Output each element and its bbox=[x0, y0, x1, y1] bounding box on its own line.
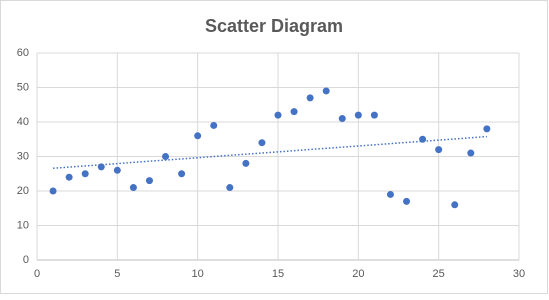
y-tick-label: 60 bbox=[17, 47, 29, 59]
point bbox=[306, 94, 314, 102]
point bbox=[210, 121, 218, 129]
x-tick-label: 5 bbox=[114, 268, 120, 280]
point bbox=[194, 132, 202, 140]
y-tick-label: 40 bbox=[17, 116, 29, 128]
x-tick-label: 10 bbox=[192, 268, 204, 280]
x-tick-label: 20 bbox=[352, 268, 364, 280]
point bbox=[65, 173, 73, 181]
point bbox=[290, 108, 298, 116]
x-tick-label: 30 bbox=[513, 268, 525, 280]
x-tick-label: 25 bbox=[433, 268, 445, 280]
trendline bbox=[53, 135, 487, 170]
x-tick-label: 15 bbox=[272, 268, 284, 280]
point bbox=[451, 201, 459, 209]
point bbox=[129, 184, 137, 192]
chart-border bbox=[0, 0, 548, 294]
point bbox=[178, 170, 186, 178]
point bbox=[435, 146, 443, 154]
x-tick-label: 0 bbox=[34, 268, 40, 280]
point bbox=[467, 149, 475, 157]
point bbox=[370, 111, 378, 119]
point bbox=[322, 87, 330, 95]
point bbox=[338, 115, 346, 123]
point bbox=[226, 184, 234, 192]
y-tick-label: 20 bbox=[17, 185, 29, 197]
point bbox=[49, 187, 57, 195]
point bbox=[274, 111, 282, 119]
point bbox=[113, 166, 121, 174]
point bbox=[145, 177, 153, 185]
chart-title: Scatter Diagram bbox=[205, 16, 343, 36]
point bbox=[258, 139, 266, 147]
point bbox=[483, 125, 491, 133]
point bbox=[81, 170, 89, 178]
point bbox=[354, 111, 362, 119]
point bbox=[162, 153, 170, 160]
y-tick-label: 10 bbox=[17, 219, 29, 231]
point bbox=[242, 159, 250, 167]
y-tick-label: 50 bbox=[17, 81, 29, 93]
y-tick-label: 30 bbox=[17, 150, 29, 162]
point bbox=[386, 190, 394, 198]
point bbox=[403, 197, 411, 205]
y-tick-label: 0 bbox=[23, 254, 29, 266]
